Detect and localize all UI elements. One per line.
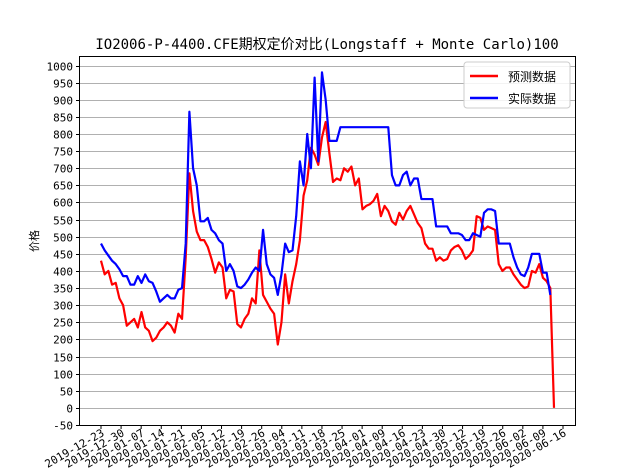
y-tick-label: 600 (53, 197, 73, 210)
series-lines (99, 71, 556, 408)
y-tick-label: 800 (53, 129, 73, 142)
y-tick-label: 650 (53, 180, 73, 193)
y-tick-label: 850 (53, 112, 73, 125)
y-tick-label: 900 (53, 95, 73, 108)
y-axis-label: 价格 (27, 230, 41, 252)
y-axis: -50 0 50 100 150 200 250 300 350 400 450 500 550 600 6… (47, 61, 80, 433)
legend-label-1: 预测数据 (508, 69, 556, 84)
y-tick-label: 450 (53, 249, 73, 262)
legend-label-2: 实际数据 (508, 91, 556, 106)
y-tick-label: 100 (53, 369, 73, 382)
y-tick-label: 750 (53, 146, 73, 159)
y-tick-label: 0 (66, 403, 73, 416)
y-tick-label: 50 (60, 386, 73, 399)
y-tick-label: 250 (53, 317, 73, 330)
chart-title: IO2006-P-4400.CFE期权定价对比(Longstaff + Mont… (95, 37, 558, 53)
y-tick-label: 1000 (47, 61, 74, 74)
plot-frame (79, 56, 576, 426)
series-line-2 (100, 71, 552, 303)
y-tick-label: 350 (53, 283, 73, 296)
y-tick-label: 400 (53, 266, 73, 279)
y-tick-label: 300 (53, 300, 73, 313)
y-tick-label: 150 (53, 352, 73, 365)
y-tick-label: 200 (53, 334, 73, 347)
y-tick-label: -50 (53, 420, 73, 433)
series-line-1 (99, 120, 556, 408)
y-tick-label: 700 (53, 163, 73, 176)
legend-box (463, 61, 571, 109)
y-tick-label: 550 (53, 215, 73, 228)
y-tick-label: 950 (53, 78, 73, 91)
y-tick-label: 500 (53, 232, 73, 245)
